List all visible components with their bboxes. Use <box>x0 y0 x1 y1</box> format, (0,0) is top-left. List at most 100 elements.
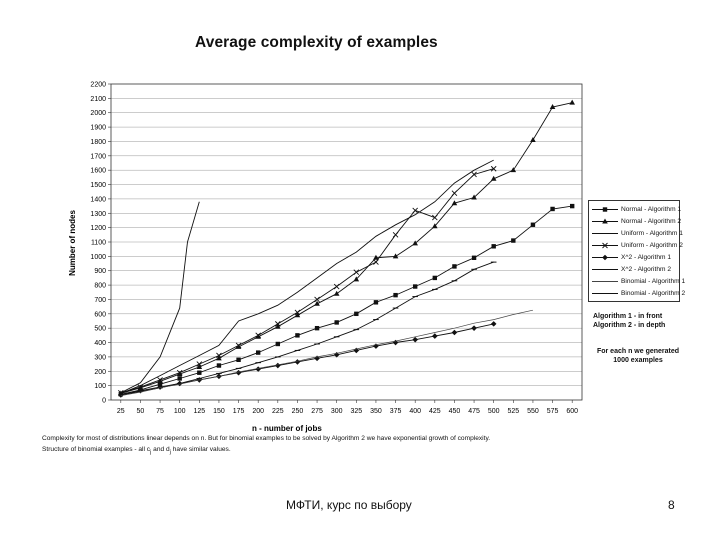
legend-item: X^2 - Algorithm 2 <box>589 264 681 275</box>
data-point <box>236 357 241 362</box>
data-point <box>373 254 379 260</box>
y-tick-label: 300 <box>94 354 106 361</box>
caption-sub-c: j <box>150 449 152 456</box>
x-tick-label: 350 <box>370 408 382 415</box>
data-point <box>275 323 281 329</box>
data-point <box>490 321 497 327</box>
data-point <box>412 207 419 214</box>
caption-line-2-mid: and d <box>151 446 170 453</box>
x-tick-label: 450 <box>449 408 461 415</box>
legend-label: X^2 - Algorithm 2 <box>621 266 672 273</box>
data-point <box>157 382 163 387</box>
legend-swatch <box>592 218 618 224</box>
x-tick-label: 300 <box>331 408 343 415</box>
series-line <box>120 205 573 395</box>
data-point <box>196 361 203 367</box>
caption-line-2-start: Structure of binomial examples - all c <box>42 446 151 453</box>
series-0 <box>118 203 575 397</box>
data-point <box>275 362 281 369</box>
x-tick-label: 375 <box>390 408 402 415</box>
gridlines <box>111 98 582 386</box>
x-tick-label: 275 <box>311 408 323 415</box>
series-line <box>120 159 494 394</box>
y-tick-label: 1800 <box>90 139 106 146</box>
x-tick-label: 200 <box>252 408 264 415</box>
data-point <box>549 103 556 109</box>
x-tick-label: 225 <box>272 408 284 415</box>
legend-label: Uniform - Algorithm 2 <box>621 242 683 249</box>
data-point <box>353 269 360 275</box>
data-point <box>176 369 183 376</box>
data-point <box>451 200 458 206</box>
series-line <box>120 201 200 394</box>
data-point <box>216 355 222 361</box>
series-1 <box>118 99 575 396</box>
y-tick-label: 2200 <box>90 82 106 89</box>
series-line <box>120 102 573 394</box>
data-point <box>511 238 516 243</box>
caption-line-2: Structure of binomial examples - all cj … <box>42 446 231 455</box>
generation-note: For each n we generated 1000 examples <box>583 347 693 365</box>
data-point <box>334 320 339 325</box>
legend-swatch <box>592 293 618 294</box>
generation-note-line1: For each n we generated <box>596 348 680 355</box>
x-tick-label: 425 <box>429 408 441 415</box>
legend-label: Uniform - Algorithm 1 <box>621 230 683 237</box>
y-tick-label: 700 <box>94 297 106 304</box>
legend-swatch <box>592 207 618 212</box>
data-point <box>176 371 183 377</box>
y-tick-label: 1700 <box>90 153 106 160</box>
x-tick-label: 50 <box>137 408 145 415</box>
data-point <box>432 333 438 339</box>
data-point <box>157 377 163 383</box>
caption-line-2-end: have similar values. <box>170 446 231 453</box>
data-point <box>602 218 608 224</box>
data-point <box>216 352 222 359</box>
x-tick-label: 325 <box>350 408 362 415</box>
data-point <box>602 242 608 249</box>
data-point <box>471 255 477 260</box>
legend-item: Normal - Algorithm 1 <box>589 204 681 215</box>
y-tick-label: 100 <box>94 383 106 390</box>
data-point <box>294 312 301 318</box>
data-point <box>235 342 242 349</box>
x-axis-ticks: 25 50 75 100 125 150 175 200 225 250 275 300 325 350 3… <box>117 400 578 415</box>
series-3 <box>117 165 497 396</box>
data-point <box>275 341 281 347</box>
y-tick-label: 900 <box>94 268 106 275</box>
data-point <box>550 206 555 212</box>
data-point <box>354 311 359 317</box>
y-tick-label: 1500 <box>90 182 106 189</box>
data-point <box>255 333 261 339</box>
data-point <box>432 223 438 229</box>
legend-swatch <box>592 254 618 261</box>
data-point <box>510 167 517 173</box>
data-point <box>353 347 360 354</box>
series-line <box>120 168 494 394</box>
data-point <box>491 244 496 249</box>
data-point <box>216 363 222 368</box>
data-point <box>490 165 497 172</box>
data-point <box>314 296 320 303</box>
y-tick-label: 500 <box>94 326 106 333</box>
caption-sub-d: j <box>169 449 171 456</box>
data-point <box>137 384 144 390</box>
x-tick-label: 500 <box>488 408 500 415</box>
y-tick-label: 1600 <box>90 168 106 175</box>
generation-note-line2: 1000 examples <box>613 357 663 364</box>
data-point <box>569 99 575 105</box>
data-point <box>392 253 399 259</box>
data-point <box>255 350 261 355</box>
x-tick-label: 25 <box>117 408 125 415</box>
legend-swatch <box>592 233 618 234</box>
series-7 <box>120 201 200 394</box>
data-point <box>295 333 300 338</box>
data-point <box>451 190 458 196</box>
legend-item: Binomial - Algorithm 1 <box>589 276 685 287</box>
y-tick-label: 1400 <box>90 196 106 203</box>
chart-title: Average complexity of examples <box>195 34 438 51</box>
y-axis-ticks: 0 100 200 300 400 500 600 700 800 900 1000 1100 1200… <box>90 82 111 405</box>
legend-item: Uniform - Algorithm 1 <box>589 228 683 239</box>
data-point <box>393 292 398 298</box>
data-point <box>412 240 418 246</box>
